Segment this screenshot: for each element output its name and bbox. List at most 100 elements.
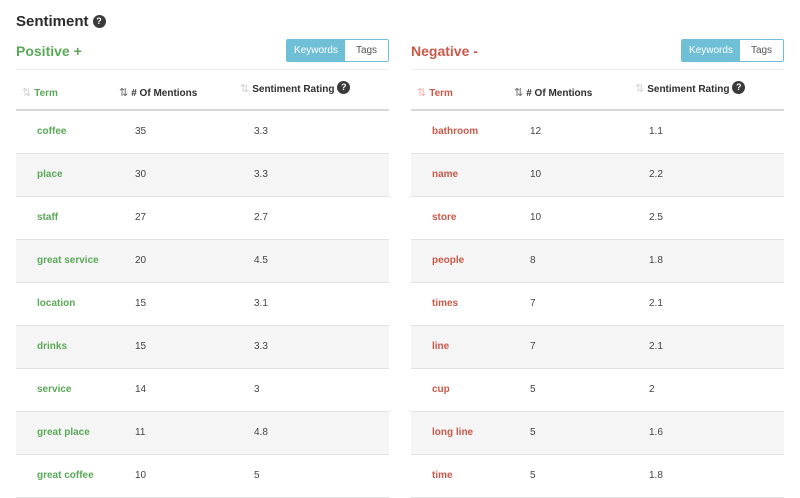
negative-table-header: ⇅ Term ⇅ # Of Mentions ⇅ Sentiment Rating ? (411, 78, 784, 111)
rating-cell: 1.1 (649, 126, 663, 137)
rating-cell: 2.2 (649, 169, 663, 180)
term-cell[interactable]: location (37, 298, 76, 309)
table-row[interactable]: coffee 35 3.3 (16, 111, 389, 154)
mentions-cell: 14 (135, 384, 147, 395)
mentions-cell: 27 (135, 212, 147, 223)
term-cell[interactable]: great service (37, 255, 99, 266)
table-row[interactable]: great coffee 10 5 (16, 455, 389, 498)
table-row[interactable]: line 7 2.1 (411, 326, 784, 369)
rating-cell: 2.7 (254, 212, 268, 223)
term-cell[interactable]: bathroom (432, 126, 479, 137)
rating-cell: 5 (254, 470, 260, 481)
table-row[interactable]: place 30 3.3 (16, 154, 389, 197)
term-cell[interactable]: time (432, 470, 453, 481)
sort-icon: ⇅ (22, 87, 32, 99)
term-cell[interactable]: people (432, 255, 465, 266)
table-row[interactable]: long line 5 1.6 (411, 412, 784, 455)
mentions-cell: 15 (135, 341, 147, 352)
rating-cell: 3 (254, 384, 260, 395)
table-row[interactable]: staff 27 2.7 (16, 197, 389, 240)
mentions-cell: 5 (530, 427, 536, 438)
mentions-cell: 20 (135, 255, 147, 266)
mentions-cell: 5 (530, 470, 536, 481)
rating-cell: 1.6 (649, 427, 663, 438)
term-cell[interactable]: drinks (37, 341, 68, 352)
table-row[interactable]: location 15 3.1 (16, 283, 389, 326)
negative-table-body: bathroom 12 1.1 name 10 2.2 store 10 2.5 people 8 1… (411, 111, 784, 498)
mentions-cell: 12 (530, 126, 542, 137)
table-row[interactable]: store 10 2.5 (411, 197, 784, 240)
positive-table-body: coffee 35 3.3 place 30 3.3 staff 27 2.7 great ser… (16, 111, 389, 498)
divider (411, 69, 784, 70)
term-cell[interactable]: line (432, 341, 450, 352)
negative-view-toggle: Keywords Tags (681, 39, 784, 62)
sort-desc-icon: ⇅ (119, 87, 129, 99)
mentions-cell: 7 (530, 341, 536, 352)
rating-cell: 2.1 (649, 341, 663, 352)
term-cell[interactable]: long line (432, 427, 474, 438)
rating-cell: 2 (649, 384, 655, 395)
term-cell[interactable]: store (432, 212, 457, 223)
table-row[interactable]: great place 11 4.8 (16, 412, 389, 455)
term-cell[interactable]: name (432, 169, 459, 180)
term-cell[interactable]: times (432, 298, 459, 309)
sort-by-term-header[interactable]: ⇅ Term (417, 87, 453, 99)
term-cell[interactable]: place (37, 169, 63, 180)
mentions-cell: 10 (530, 169, 542, 180)
mentions-cell: 10 (135, 470, 147, 481)
page-title: Sentiment? (16, 13, 106, 30)
table-row[interactable]: bathroom 12 1.1 (411, 111, 784, 154)
help-icon[interactable]: ? (337, 81, 351, 94)
sort-by-rating-header[interactable]: ⇅ Sentiment Rating ? (635, 81, 746, 95)
mentions-cell: 30 (135, 169, 147, 180)
sort-icon: ⇅ (635, 83, 645, 95)
sort-by-rating-header[interactable]: ⇅ Sentiment Rating ? (240, 81, 351, 95)
table-row[interactable]: name 10 2.2 (411, 154, 784, 197)
table-row[interactable]: people 8 1.8 (411, 240, 784, 283)
negative-tags-button[interactable]: Tags (740, 40, 783, 61)
table-row[interactable]: great service 20 4.5 (16, 240, 389, 283)
rating-cell: 3.3 (254, 169, 268, 180)
rating-cell: 2.1 (649, 298, 663, 309)
help-icon[interactable]: ? (732, 81, 746, 94)
term-cell[interactable]: cup (432, 384, 450, 395)
sort-icon: ⇅ (417, 87, 427, 99)
mentions-cell: 15 (135, 298, 147, 309)
rating-cell: 3.3 (254, 126, 268, 137)
sort-icon: ⇅ (240, 83, 250, 95)
sort-by-mentions-header[interactable]: ⇅ # Of Mentions (514, 87, 593, 99)
table-row[interactable]: time 5 1.8 (411, 455, 784, 498)
term-cell[interactable]: great coffee (37, 470, 94, 481)
mentions-cell: 8 (530, 255, 536, 266)
positive-keywords-button[interactable]: Keywords (287, 40, 345, 61)
mentions-cell: 5 (530, 384, 536, 395)
negative-title: Negative - (411, 43, 478, 59)
term-cell[interactable]: staff (37, 212, 59, 223)
mentions-cell: 7 (530, 298, 536, 309)
rating-cell: 4.8 (254, 427, 268, 438)
sort-by-mentions-header[interactable]: ⇅ # Of Mentions (119, 87, 198, 99)
negative-keywords-button[interactable]: Keywords (682, 40, 740, 61)
table-row[interactable]: times 7 2.1 (411, 283, 784, 326)
sort-desc-icon: ⇅ (514, 87, 524, 99)
rating-cell: 3.1 (254, 298, 268, 309)
help-icon[interactable]: ? (92, 15, 106, 28)
table-row[interactable]: cup 5 2 (411, 369, 784, 412)
rating-cell: 2.5 (649, 212, 663, 223)
positive-table-header: ⇅ Term ⇅ # Of Mentions ⇅ Sentiment Rating ? (16, 78, 389, 111)
mentions-cell: 10 (530, 212, 542, 223)
sort-by-term-header[interactable]: ⇅ Term (22, 87, 58, 99)
term-cell[interactable]: great place (37, 427, 90, 438)
divider (16, 69, 389, 70)
mentions-cell: 35 (135, 126, 147, 137)
positive-tags-button[interactable]: Tags (345, 40, 388, 61)
term-cell[interactable]: coffee (37, 126, 67, 137)
table-row[interactable]: service 14 3 (16, 369, 389, 412)
rating-cell: 3.3 (254, 341, 268, 352)
rating-cell: 1.8 (649, 255, 663, 266)
positive-view-toggle: Keywords Tags (286, 39, 389, 62)
term-cell[interactable]: service (37, 384, 72, 395)
page-title-text: Sentiment (16, 13, 89, 30)
rating-cell: 1.8 (649, 470, 663, 481)
table-row[interactable]: drinks 15 3.3 (16, 326, 389, 369)
